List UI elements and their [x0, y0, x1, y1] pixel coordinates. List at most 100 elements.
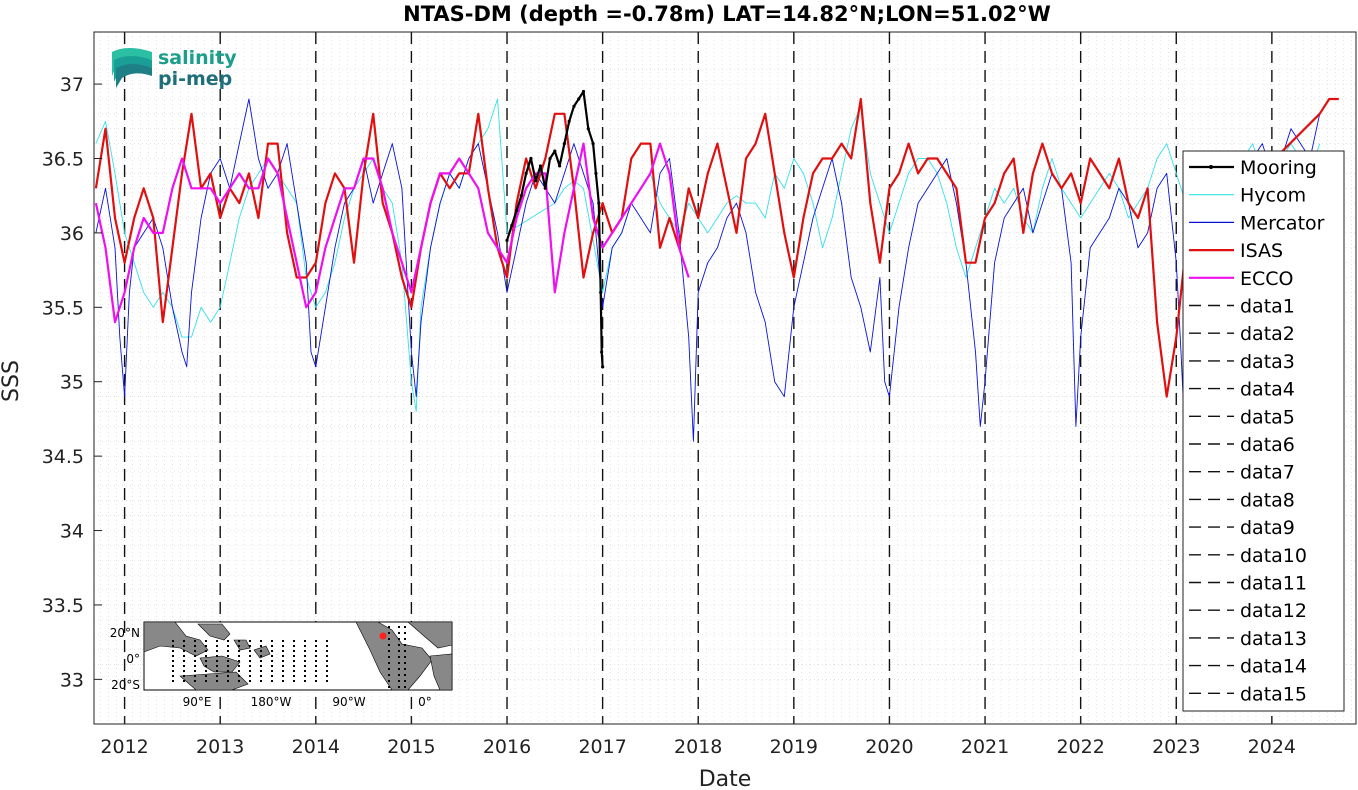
inset-dot: [282, 675, 284, 677]
inset-dot: [172, 675, 174, 677]
inset-dot: [326, 645, 328, 647]
inset-dot: [172, 680, 174, 682]
inset-dot: [271, 665, 273, 667]
inset-dot: [388, 632, 390, 634]
inset-dot: [194, 665, 196, 667]
inset-dot: [282, 645, 284, 647]
inset-dot: [304, 670, 306, 672]
inset-dot: [398, 680, 400, 682]
inset-dot: [205, 665, 207, 667]
x-axis-label: Date: [699, 767, 752, 790]
legend-label: data10: [1240, 545, 1307, 567]
legend-label: data14: [1240, 656, 1307, 678]
inset-dot: [404, 632, 406, 634]
legend-items: Mooring Hycom Mercator ISAS ECCO data1 data2 da…: [1189, 157, 1325, 705]
series-line-mooring: [505, 90, 604, 367]
inset-dot: [172, 660, 174, 662]
y-ticks: 33 33.5 34 34.5 35 35.5 36 36.5 37: [42, 74, 102, 691]
inset-dot: [183, 665, 185, 667]
legend-label: data4: [1240, 379, 1295, 401]
inset-dot: [260, 655, 262, 657]
x-tick-label: 2021: [961, 736, 1009, 758]
legend-label: data13: [1240, 628, 1307, 650]
inset-dot: [194, 675, 196, 677]
mooring-point: [594, 171, 598, 175]
legend-item: data6: [1189, 434, 1295, 456]
inset-dot: [216, 670, 218, 672]
inset-dot: [326, 650, 328, 652]
inset-dot: [293, 660, 295, 662]
inset-dot: [249, 645, 251, 647]
legend-item: Mercator: [1189, 212, 1325, 234]
inset-dot: [194, 650, 196, 652]
legend-label: data7: [1240, 462, 1295, 484]
y-tick-label: 35.5: [42, 297, 84, 319]
x-tick-label: 2018: [674, 736, 722, 758]
legend-box: [1182, 150, 1345, 712]
inset-dot: [238, 660, 240, 662]
inset-dot: [293, 640, 295, 642]
inset-dot: [388, 680, 390, 682]
map-lat-label-20s: 20°S: [111, 678, 140, 692]
inset-dot: [194, 660, 196, 662]
inset-dot: [183, 670, 185, 672]
inset-dot: [304, 675, 306, 677]
inset-dot: [398, 662, 400, 664]
inset-dot: [238, 645, 240, 647]
inset-dot: [183, 650, 185, 652]
inset-dot: [315, 670, 317, 672]
inset-dot: [205, 675, 207, 677]
inset-dot: [404, 656, 406, 658]
y-tick-label: 34.5: [42, 446, 84, 468]
inset-dot: [238, 640, 240, 642]
inset-dot: [326, 670, 328, 672]
inset-dot: [315, 645, 317, 647]
inset-dot: [227, 675, 229, 677]
y-tick-label: 33: [60, 669, 84, 691]
inset-dot: [398, 686, 400, 688]
inset-dot: [183, 675, 185, 677]
inset-dot: [304, 665, 306, 667]
legend-item: ISAS: [1189, 240, 1283, 262]
legend-item: data2: [1189, 323, 1295, 345]
inset-dot: [293, 645, 295, 647]
mooring-point: [586, 127, 590, 131]
inset-dot: [183, 645, 185, 647]
mooring-point: [599, 290, 603, 295]
inset-dot: [398, 668, 400, 670]
plot-area: [94, 32, 1356, 724]
mooring-point: [538, 164, 543, 168]
mooring-point: [548, 156, 552, 161]
inset-dot: [249, 680, 251, 682]
map-lon-label-90w: 90°W: [332, 695, 365, 709]
inset-dot: [260, 665, 262, 667]
series-line-mercator: [95, 98, 1321, 457]
inset-dot: [216, 660, 218, 662]
inset-dot: [172, 650, 174, 652]
inset-dot: [293, 670, 295, 672]
legend-item: data3: [1189, 351, 1295, 373]
inset-dot: [216, 640, 218, 642]
inset-dot: [404, 650, 406, 652]
inset-dot: [398, 626, 400, 628]
inset-dot: [205, 670, 207, 672]
legend-item: ECCO: [1189, 268, 1294, 290]
legend-label: data12: [1240, 600, 1307, 622]
logo-text-line1: salinity: [158, 47, 237, 69]
inset-dot: [398, 644, 400, 646]
inset-dot: [172, 645, 174, 647]
inset-dot: [388, 656, 390, 658]
inset-dot: [227, 650, 229, 652]
y-tick-label: 37: [60, 74, 84, 96]
y-tick-label: 36.5: [42, 148, 84, 170]
legend-label: Mercator: [1240, 212, 1325, 234]
inset-dot: [227, 670, 229, 672]
legend-label: ECCO: [1240, 268, 1294, 290]
inset-dot: [315, 665, 317, 667]
x-tick-label: 2014: [292, 736, 340, 758]
mooring-point: [572, 104, 576, 109]
inset-dot: [205, 660, 207, 662]
legend-label: Hycom: [1240, 185, 1306, 207]
inset-dot: [271, 660, 273, 662]
inset-dot: [326, 640, 328, 642]
